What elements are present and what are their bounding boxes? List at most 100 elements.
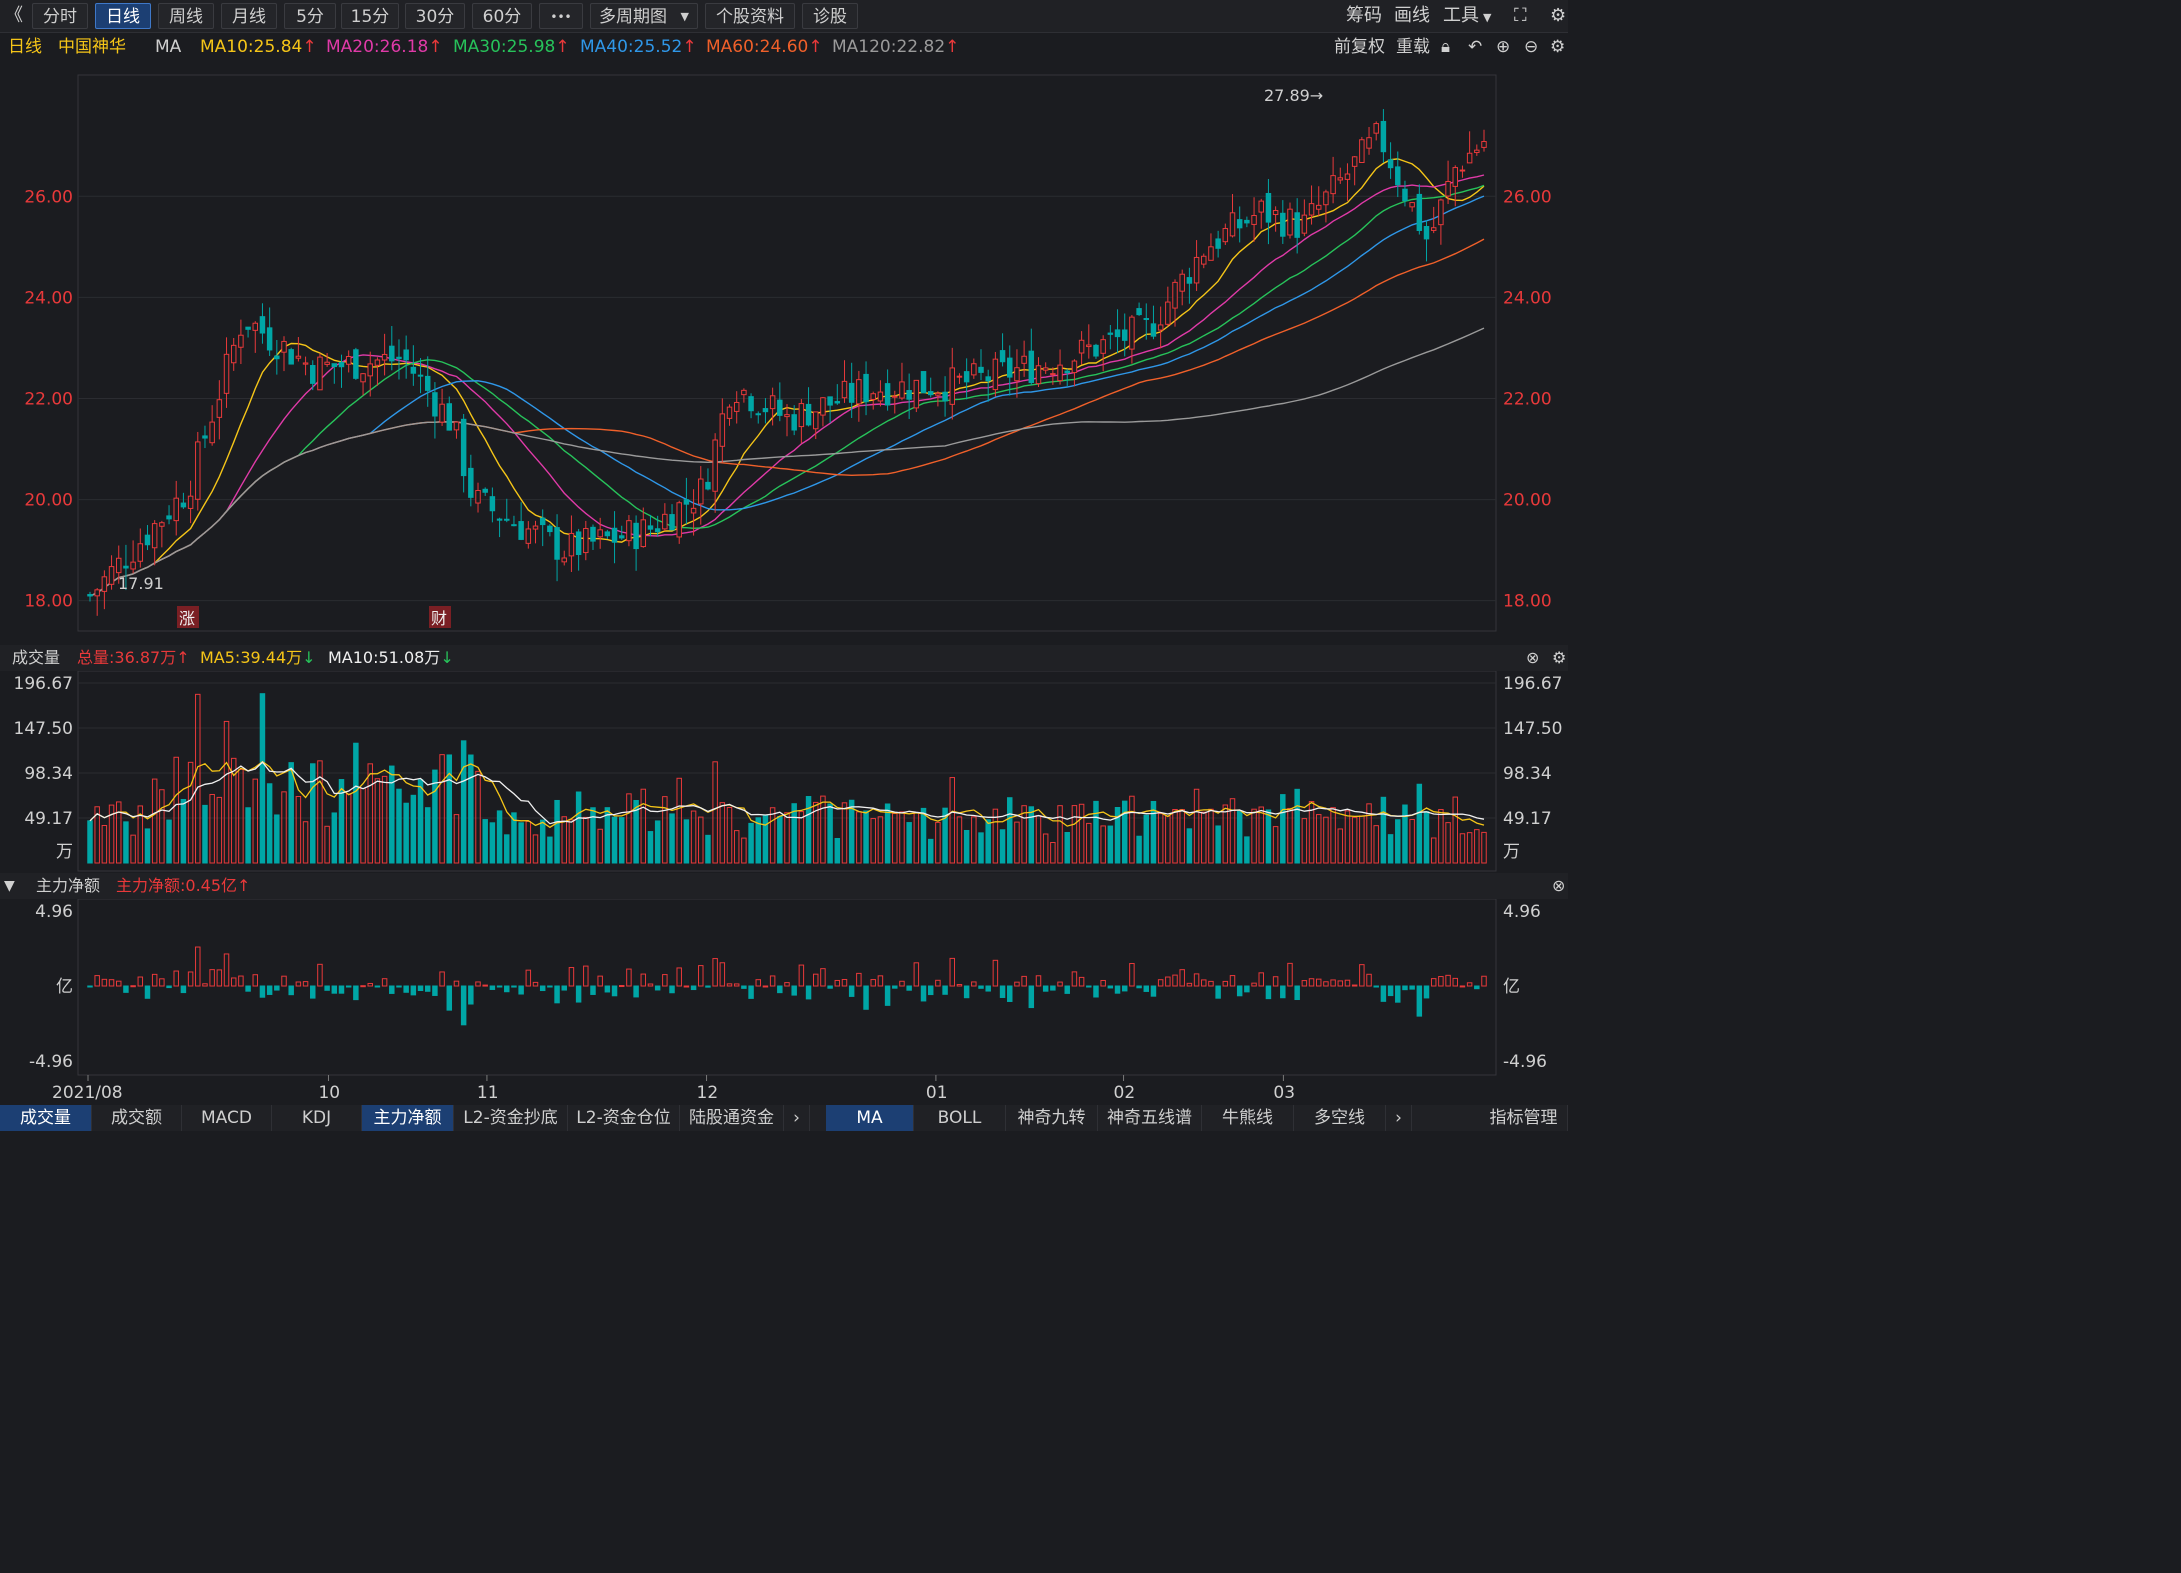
tab-60min[interactable]: 60分 — [472, 3, 532, 29]
btab-volume[interactable]: 成交量 — [0, 1105, 92, 1131]
btab-kdj[interactable]: KDJ — [272, 1105, 362, 1131]
flow-bar — [403, 985, 409, 993]
flow-bar — [223, 953, 230, 987]
settings-icon[interactable]: ⚙ — [1552, 648, 1567, 667]
btab-l2-position[interactable]: L2-资金仓位 — [568, 1105, 680, 1131]
flow-bar — [245, 985, 251, 992]
candle-body — [424, 375, 431, 391]
flow-bar — [884, 985, 891, 1006]
candle-body — [748, 396, 754, 412]
zhang-marker[interactable]: 涨 — [179, 609, 195, 628]
volume-bar — [1050, 842, 1056, 864]
candle-body — [1129, 316, 1135, 350]
multi-period-dropdown[interactable]: 多周期图 ▼ — [590, 3, 698, 29]
ma10-value: MA10:25.84↑ — [200, 33, 317, 61]
diagnose-button[interactable]: 诊股 — [802, 3, 858, 29]
price-chart[interactable]: 26.00 24.00 22.00 20.00 18.00 26.00 24.00 22.0… — [0, 61, 1568, 645]
volume-bar — [848, 799, 855, 864]
flow-bar — [1330, 979, 1336, 987]
more-button[interactable]: ••• — [539, 3, 583, 29]
flow-bar — [317, 963, 323, 987]
settings-icon[interactable]: ⚙ — [1550, 5, 1567, 26]
candle-body — [295, 355, 302, 359]
fuquan-button[interactable]: 前复权 — [1334, 37, 1385, 57]
volume-bar — [690, 810, 697, 864]
btab-boll[interactable]: BOLL — [914, 1105, 1006, 1131]
candle-body — [827, 396, 833, 406]
candle-body — [1409, 202, 1415, 208]
volume-bar — [1057, 805, 1063, 864]
flow-chart[interactable]: 4.96 亿 -4.96 4.96 亿 -4.96 2021/08 10 11 12 01 02 0… — [0, 899, 1568, 1105]
indicator-manage-button[interactable]: 指标管理 — [1480, 1105, 1568, 1131]
flow-bar — [1093, 985, 1099, 998]
multi-period-label: 多周期图 — [599, 7, 667, 27]
tools-button[interactable]: 工具 ▼ — [1443, 3, 1491, 29]
flow-bar — [963, 985, 970, 999]
candle-body — [978, 366, 984, 373]
tab-30min[interactable]: 30分 — [405, 3, 465, 29]
volume-bar — [712, 761, 718, 864]
flow-bar — [209, 969, 215, 987]
tab-5min[interactable]: 5分 — [284, 3, 336, 29]
flow-bar — [1351, 984, 1358, 987]
btab-main-flow[interactable]: 主力净额 — [362, 1105, 454, 1131]
chip-button[interactable]: 筹码 — [1346, 5, 1382, 26]
tab-15min[interactable]: 15分 — [341, 3, 399, 29]
tab-rixian[interactable]: 日线 — [95, 3, 151, 29]
flow-bar — [1280, 985, 1286, 999]
candle-body — [813, 411, 819, 430]
btab-macd[interactable]: MACD — [182, 1105, 272, 1131]
btab-bull-bear[interactable]: 牛熊线 — [1202, 1105, 1294, 1131]
candle-body — [1201, 255, 1207, 265]
volume-tick-left: 万 — [56, 842, 73, 862]
indicator-name[interactable]: MA — [155, 37, 182, 57]
volume-bar — [741, 837, 747, 864]
tab-yuexian[interactable]: 月线 — [221, 3, 277, 29]
candle-body — [539, 517, 546, 526]
draw-button[interactable]: 画线 — [1394, 5, 1430, 26]
flow-bar — [568, 967, 575, 987]
chevron-right-icon[interactable]: › — [1386, 1105, 1412, 1131]
zoom-out-icon[interactable]: ⊖ — [1524, 37, 1539, 57]
volume-chart[interactable]: 196.67 147.50 98.34 49.17 万 196.67 147.50 98.3… — [0, 671, 1568, 873]
btab-amount[interactable]: 成交额 — [92, 1105, 182, 1131]
volume-bar — [992, 808, 999, 864]
close-icon[interactable]: ⊗ — [1526, 648, 1540, 667]
flow-bar — [583, 965, 589, 987]
flow-bar — [626, 968, 632, 987]
volume-bar — [1064, 831, 1070, 864]
flow-bar — [741, 985, 747, 989]
btab-nine-turn[interactable]: 神奇九转 — [1006, 1105, 1098, 1131]
btab-ma[interactable]: MA — [826, 1105, 914, 1131]
candle-body — [733, 401, 740, 412]
tab-zhouxian[interactable]: 周线 — [158, 3, 214, 29]
btab-l2-bottom[interactable]: L2-资金抄底 — [454, 1105, 568, 1131]
flow-bar — [446, 985, 453, 1011]
collapse-icon[interactable]: ▼ — [4, 878, 15, 894]
volume-bar — [1359, 815, 1365, 864]
btab-five-line[interactable]: 神奇五线谱 — [1098, 1105, 1202, 1131]
volume-title[interactable]: 成交量 — [12, 648, 61, 667]
volume-bar — [1323, 816, 1329, 864]
volume-bar — [496, 810, 503, 864]
arrow-up-icon: ↑ — [945, 37, 960, 57]
tab-fenshi[interactable]: 分时 — [32, 3, 88, 29]
lock-icon[interactable]: 🔒︎ — [1441, 37, 1451, 57]
stock-info-button[interactable]: 个股资料 — [705, 3, 795, 29]
reload-button[interactable]: 重载 — [1396, 37, 1430, 57]
candle-body — [690, 507, 697, 514]
flow-title[interactable]: 主力净额 — [36, 876, 101, 895]
undo-icon[interactable]: ↶ — [1468, 37, 1483, 57]
volume-bar — [1035, 815, 1042, 864]
chevron-right-icon[interactable]: › — [784, 1105, 810, 1131]
back-button[interactable]: 《 — [5, 5, 23, 26]
btab-long-short[interactable]: 多空线 — [1294, 1105, 1386, 1131]
btab-hk-connect[interactable]: 陆股通资金 — [680, 1105, 784, 1131]
cai-marker[interactable]: 财 — [431, 609, 447, 628]
zoom-in-icon[interactable]: ⊕ — [1496, 37, 1511, 57]
candle-body — [403, 349, 409, 361]
settings-icon[interactable]: ⚙ — [1550, 37, 1566, 57]
fullscreen-icon[interactable]: ⛶ — [1514, 5, 1527, 26]
close-icon[interactable]: ⊗ — [1552, 876, 1566, 895]
candle-body — [274, 355, 280, 360]
